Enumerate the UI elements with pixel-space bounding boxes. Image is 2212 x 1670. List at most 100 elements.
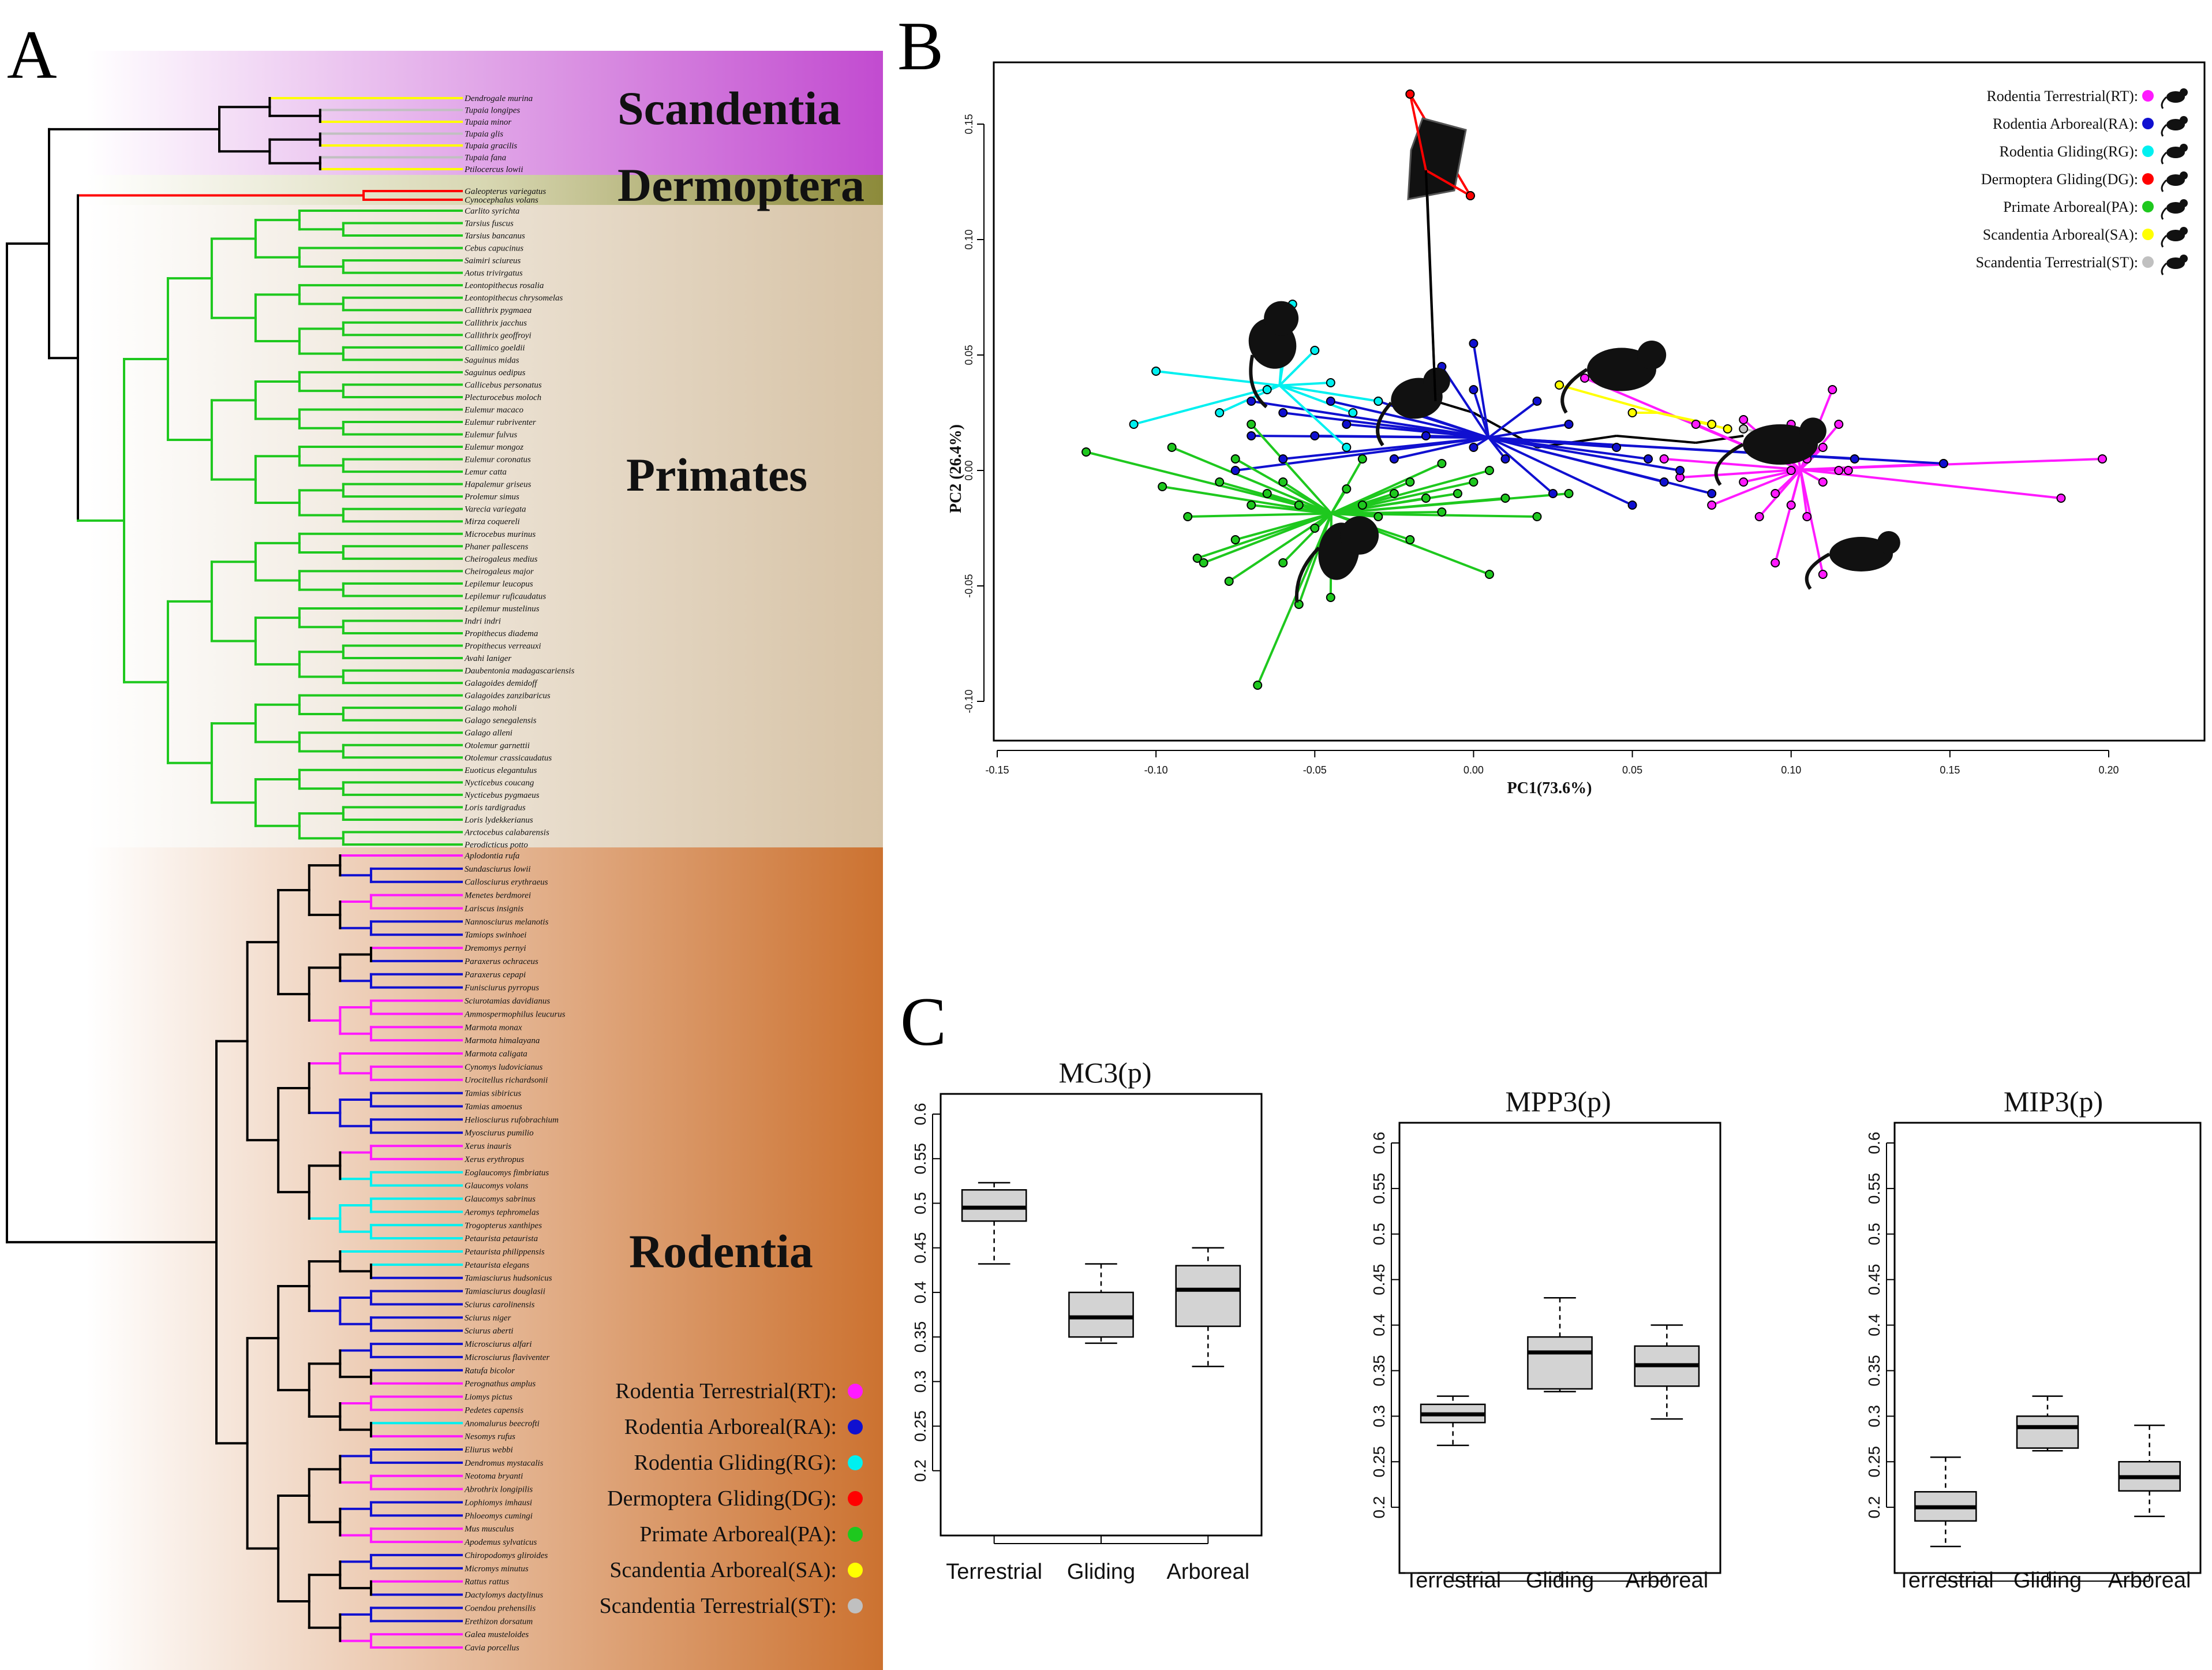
legend-b-swatch xyxy=(2142,229,2154,240)
pca-branch-rt xyxy=(1799,469,1824,575)
taxon-label: Tarsius fuscus xyxy=(465,219,514,229)
pca-branch-pa xyxy=(1331,469,1490,515)
taxon-label: Callicebus personatus xyxy=(465,380,542,390)
pca-point-pa xyxy=(1484,466,1494,475)
boxplot-y-tick-label: 0.3 xyxy=(911,1370,929,1393)
taxon-label: Loris tardigradus xyxy=(464,803,526,812)
boxplot-title: MPP3(p) xyxy=(1505,1085,1611,1118)
boxplot-y-tick-label: 0.55 xyxy=(911,1143,929,1175)
boxplot-y-tick-label: 0.5 xyxy=(1370,1223,1388,1245)
panel-b-pca: B -0.15 -0.10 -0.05 0.00 0.05 0.10 0.15 0.20-0.… xyxy=(897,8,2206,797)
clade-label-primates: Primates xyxy=(626,449,807,501)
taxon-label: Funisciurus pyrropus xyxy=(464,984,539,993)
box-iqr xyxy=(1175,1265,1241,1327)
pca-point-rg xyxy=(1326,378,1335,387)
pca-branch-ra xyxy=(1346,423,1489,439)
legend-panel-a: Rodentia Terrestrial(RT): Rodentia Arbore… xyxy=(600,1379,863,1618)
legend-b-swatch xyxy=(2142,118,2154,129)
pca-y-tick-label: 0.15 xyxy=(963,114,975,134)
taxon-label: Avahi laniger xyxy=(464,654,511,663)
panel-c-boxplots: C MC3(p) 0.2 0.25 0.3 0.35 0.4 0.45 0.5 0.55 0.6 T… xyxy=(900,983,2202,1593)
pca-point-pa xyxy=(1500,494,1510,503)
pca-point-ra xyxy=(1564,420,1574,429)
taxon-label: Aplodontia rufa xyxy=(464,851,519,861)
pca-point-pa xyxy=(1310,524,1320,533)
pca-branch-rt xyxy=(1664,458,1801,471)
legend-a-label: Scandentia Arboreal(SA): xyxy=(609,1558,837,1582)
pca-branch-sa xyxy=(1657,412,1728,430)
taxon-label: Saimiri sciureus xyxy=(465,256,521,266)
pca-point-ra xyxy=(1627,500,1637,510)
legend-b-swatch xyxy=(2142,90,2154,102)
box-terrestrial xyxy=(961,1182,1027,1265)
taxon-label: Plecturocebus moloch xyxy=(464,393,541,402)
monkey-silhouette-icon xyxy=(1294,516,1379,603)
pca-branch-ra xyxy=(1283,436,1489,460)
pca-point-rt xyxy=(1580,373,1590,383)
panel-c-letter: C xyxy=(900,983,946,1060)
boxplot-category-label: Arboreal xyxy=(1167,1560,1250,1584)
legend-panel-b: Rodentia Terrestrial(RT): Rodentia Arbore… xyxy=(1976,88,2188,275)
legend-b-label: Dermoptera Gliding(DG): xyxy=(1981,171,2138,188)
pca-point-sa xyxy=(1723,424,1732,434)
taxon-label: Saguinus midas xyxy=(465,356,519,365)
pca-point-pa xyxy=(1230,454,1240,464)
pca-point-rt xyxy=(1786,500,1796,510)
taxon-label: Mirza coquereli xyxy=(464,517,520,526)
pca-branch-pa xyxy=(1162,485,1332,515)
taxon-label: Perognathus amplus xyxy=(464,1380,536,1389)
pca-point-pa xyxy=(1453,489,1462,498)
pca-point-rt xyxy=(1843,466,1853,475)
pca-branch-pa xyxy=(1171,446,1332,515)
taxon-label: Tupaia fana xyxy=(465,154,506,163)
pca-point-pa xyxy=(1215,477,1225,487)
pca-point-st xyxy=(1739,424,1749,434)
legend-b-swatch xyxy=(2142,201,2154,212)
taxon-label: Apodemus sylvaticus xyxy=(464,1538,537,1547)
taxon-label: Cheirogaleus medius xyxy=(465,555,538,564)
pca-point-rt xyxy=(1818,477,1828,487)
pca-branch-rg xyxy=(1279,382,1331,387)
taxon-label: Liomys pictus xyxy=(464,1393,512,1402)
taxon-label: Dremomys pernyi xyxy=(464,944,526,953)
pca-branch-pa xyxy=(1188,512,1332,518)
taxon-label: Tupaia minor xyxy=(465,118,511,127)
colugo-silhouette-icon xyxy=(2161,171,2188,192)
boxplot-y-tick-label: 0.4 xyxy=(911,1281,929,1303)
pca-branch-ra xyxy=(1488,400,1538,439)
pca-point-pa xyxy=(1081,447,1091,457)
taxon-label: Sciurus aberti xyxy=(465,1327,514,1336)
pca-point-pa xyxy=(1183,512,1193,521)
boxplot-y-tick-label: 0.4 xyxy=(1370,1314,1388,1336)
taxon-label: Pedetes capensis xyxy=(464,1406,523,1415)
taxon-label: Phaner pallescens xyxy=(464,542,529,551)
pca-point-ra xyxy=(1247,397,1256,406)
pca-point-pa xyxy=(1357,454,1367,464)
pca-point-pa xyxy=(1253,681,1263,690)
phylogeny-tree xyxy=(6,97,463,1649)
taxon-label: Aotus trivirgatus xyxy=(464,269,523,278)
pca-point-pa xyxy=(1278,477,1288,487)
pca-point-ra xyxy=(1612,443,1622,452)
taxon-label: Micromys minutus xyxy=(464,1564,529,1574)
pca-point-rg xyxy=(1342,443,1352,452)
taxon-label: Glaucomys sabrinus xyxy=(465,1195,536,1204)
panel-a-phylogeny: Dendrogale murina Tupaia longipes Tupaia m… xyxy=(6,16,883,1670)
taxon-label: Leontopithecus chrysomelas xyxy=(464,294,563,303)
boxplot-y-tick-label: 0.55 xyxy=(1370,1173,1388,1205)
taxon-label: Cavia porcellus xyxy=(465,1643,519,1653)
taxon-labels: Dendrogale murina Tupaia longipes Tupaia m… xyxy=(464,94,575,1653)
pca-plot-frame xyxy=(993,61,2206,742)
pca-point-pa xyxy=(1278,558,1288,567)
boxplot-mpp3p: MPP3(p)0.20.250.30.350.40.450.50.550.6Te… xyxy=(1370,1085,1721,1593)
pca-point-rt xyxy=(1659,454,1669,464)
colugo-silhouette-icon xyxy=(1407,117,1467,200)
pca-branch-dg xyxy=(1425,169,1471,197)
squirrel-silhouette-icon xyxy=(1376,367,1450,447)
pca-y-tick-label: 0.00 xyxy=(963,460,975,480)
pca-point-ra xyxy=(1326,397,1335,406)
taxon-label: Tupaia glis xyxy=(465,130,503,139)
taxon-label: Varecia variegata xyxy=(465,505,526,514)
taxon-label: Petaurista petaurista xyxy=(464,1234,538,1243)
pca-point-ra xyxy=(1532,397,1542,406)
